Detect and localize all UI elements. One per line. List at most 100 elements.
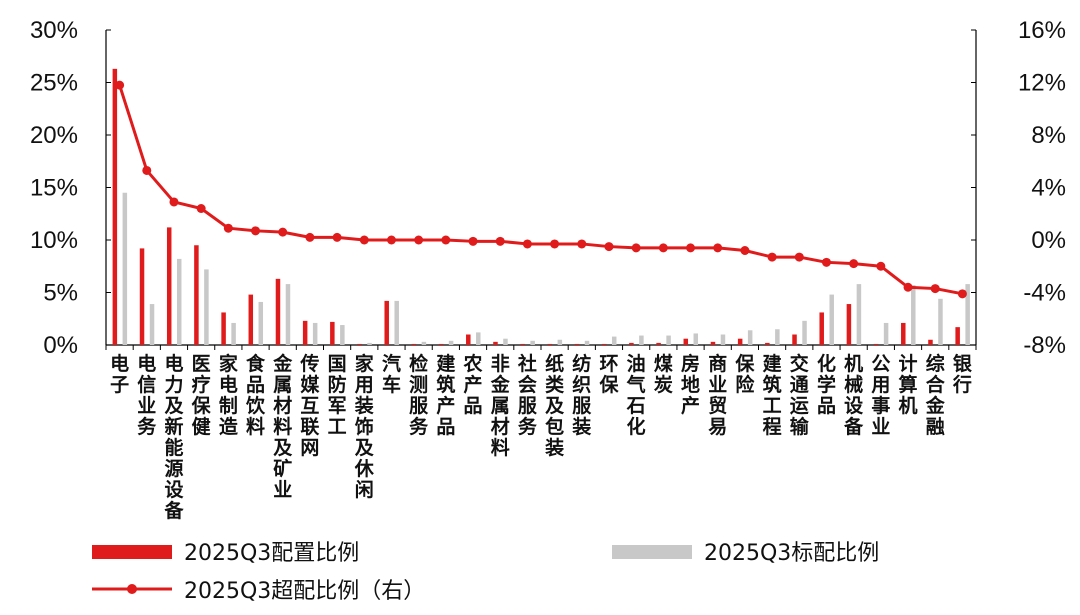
category-label: 家用装饰及休闲 [354,352,375,501]
overweight-point [142,165,152,175]
right-tick-label: 0% [1031,227,1066,254]
overweight-point [903,282,913,292]
bar-allocation [601,343,607,345]
category-label: 食品饮料 [245,352,266,438]
category-label: 化学品 [817,352,836,417]
bar-benchmark [693,333,699,345]
bar-allocation [765,342,770,345]
overweight-point [251,226,261,236]
left-tick-label: 5% [43,280,78,307]
overweight-point [767,252,777,262]
bar-allocation [248,294,254,345]
bar-benchmark [802,320,807,345]
category-label: 纺织服装 [571,352,592,438]
bar-allocation [792,334,797,345]
bar-allocation [737,338,743,345]
category-label: 商业贸易 [708,352,727,438]
bar-benchmark [394,300,399,345]
overweight-point [686,243,696,253]
legend: 2025Q3配置比例 2025Q3标配比例 2025Q3超配比例（右） [92,541,879,604]
legend-label-allocation: 2025Q3配置比例 [184,541,359,566]
bar-allocation [819,312,824,345]
legend-swatch-benchmark [612,545,692,559]
overweight-point [441,235,451,245]
bar-allocation [112,68,118,345]
category-label: 电力及新能源设备 [163,352,184,522]
overweight-point [821,257,831,267]
right-tick-label: -8% [1023,332,1066,359]
category-label: 汽车 [382,352,401,396]
overweight-series-line [118,84,963,296]
bars [112,68,970,345]
overweight-point [957,289,967,299]
overweight-point [468,236,478,246]
left-tick-label: 15% [30,175,78,202]
overweight-point [196,204,206,213]
category-label: 银行 [952,352,973,396]
category-label: 电子 [110,352,129,396]
category-label: 金属材料及矿业 [272,352,293,501]
bar-allocation [901,322,906,345]
category-label: 国防军工 [328,353,347,438]
axes: 0% 5% 10% 15% 20% 25% 30% -8% -4% 0% 4% 8% 12% 16% [30,17,1066,359]
right-tick-label: 12% [1018,70,1066,97]
overweight-point [305,232,315,242]
overweight-point [278,227,288,237]
category-label: 医疗保健 [191,353,212,438]
overweight-point [577,239,587,249]
bar-benchmark [883,322,889,345]
bar-allocation [928,339,933,345]
bar-benchmark [557,339,563,345]
overweight-point [876,261,886,271]
overweight-point [115,80,125,90]
right-tick-label: 16% [1018,17,1066,44]
bar-benchmark [530,340,535,345]
overweight-point [414,235,424,245]
bar-allocation [194,245,199,345]
overweight-point [169,197,179,207]
overweight-point [604,242,614,252]
bar-allocation [411,343,417,345]
bar-benchmark [938,298,943,345]
overweight-point [713,243,723,253]
bar-allocation [221,312,226,345]
left-tick-label: 0% [43,332,78,359]
overweight-point [522,239,532,249]
bar-allocation [384,300,389,345]
left-tick-label: 25% [30,70,78,97]
bar-allocation [330,321,335,345]
overweight-point [495,236,505,246]
bar-benchmark [503,338,508,345]
bar-allocation [520,343,525,345]
bar-benchmark [258,301,264,345]
overweight-point [740,246,750,255]
bar-benchmark [584,340,590,345]
bar-benchmark [122,192,128,345]
category-label: 建筑工程 [763,352,782,438]
bar-benchmark [204,269,209,345]
overweight-point [658,243,668,253]
category-label: 建筑产品 [436,352,455,438]
bar-benchmark [285,284,291,345]
bar-benchmark [829,294,834,345]
category-label: 交通运输 [790,352,810,438]
category-label: 纸类及包装 [544,352,565,459]
right-tick-label: 8% [1031,122,1066,149]
bar-allocation [683,338,689,345]
bar-benchmark [312,322,318,345]
category-label: 检测服务 [409,352,429,438]
bar-allocation [873,343,879,345]
bar-allocation [656,342,661,345]
bar-allocation [574,343,580,345]
bar-allocation [438,343,444,345]
bar-benchmark [666,335,671,345]
left-tick-label: 20% [30,122,78,149]
overweight-point [332,232,342,242]
category-label: 传媒互联网 [299,352,320,459]
legend-swatch-allocation [92,545,172,559]
bar-allocation [629,342,634,345]
bar-benchmark [149,304,155,345]
overweight-point [930,284,940,294]
bar-benchmark [639,335,644,345]
